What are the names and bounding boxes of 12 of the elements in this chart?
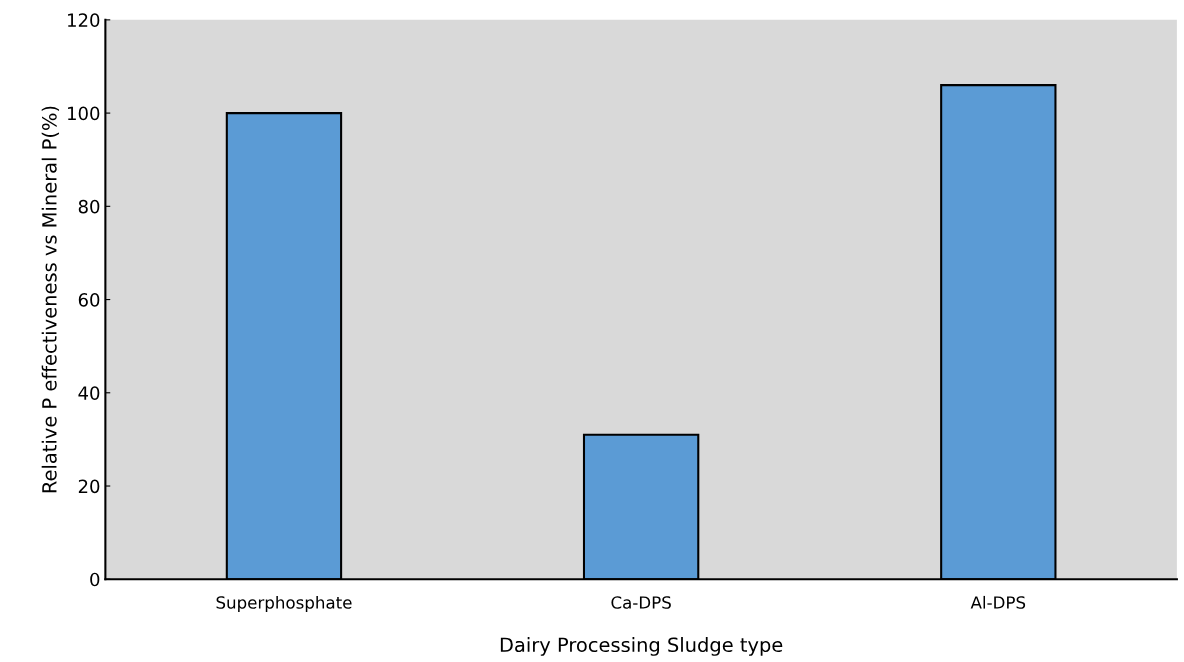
x-tick-label: Al-DPS — [970, 595, 1026, 609]
y-tick-label: 80 — [78, 199, 100, 214]
y-tick-label: 40 — [78, 386, 100, 400]
y-tick-label: 20 — [78, 479, 100, 494]
y-tick-label: 60 — [78, 293, 100, 307]
y-tick-label: 0 — [90, 572, 100, 587]
y-axis-title: Relative P effectiveness vs Mineral P(%) — [41, 106, 60, 493]
y-tick-label: 100 — [68, 106, 100, 121]
x-tick-label: Superphosphate — [216, 595, 352, 613]
x-tick-label: Ca-DPS — [611, 596, 671, 609]
y-tick-label: 120 — [68, 13, 100, 27]
x-axis-title: Dairy Processing Sludge type — [500, 637, 783, 656]
